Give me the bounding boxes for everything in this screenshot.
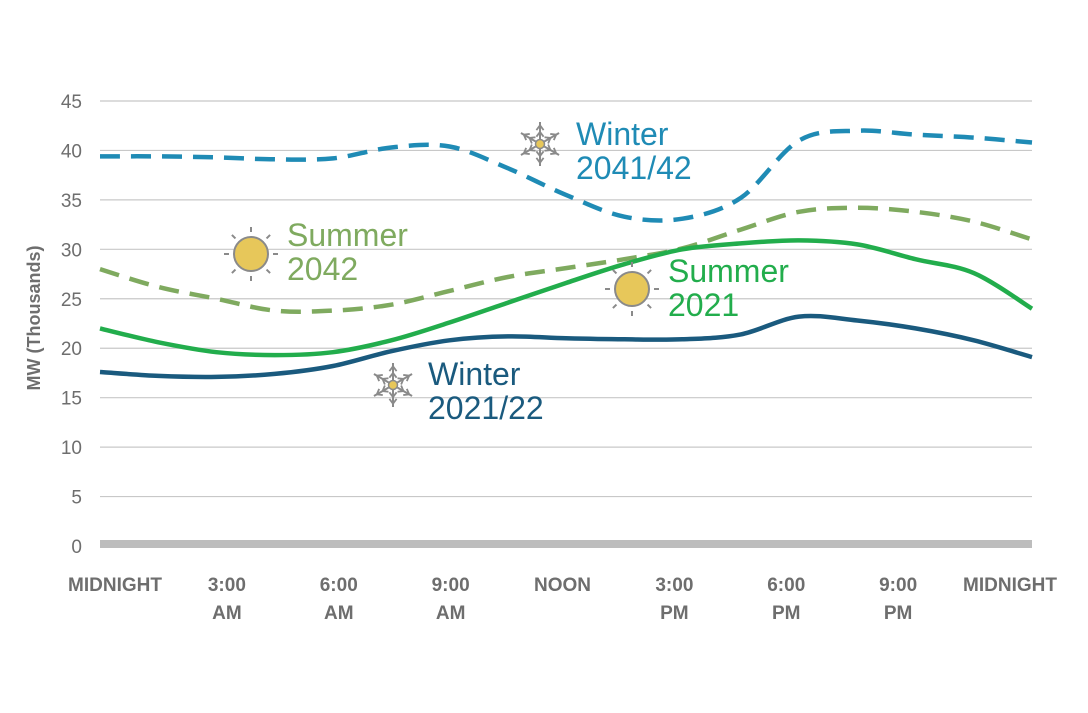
- series-line-winter-2041-42: [99, 128, 1033, 223]
- series-lines: [99, 128, 1034, 380]
- x-axis-baseline: [100, 540, 1032, 548]
- y-tick-label: 10: [61, 438, 82, 459]
- y-tick-label: 25: [61, 290, 82, 311]
- x-tick-label-line2: PM: [660, 603, 689, 624]
- x-tick-labels: MIDNIGHT 3:00 AM 6:00 AM 9:00 AM NOON 3:00 PM 6:00…: [68, 575, 1057, 624]
- sun-icon: [224, 227, 278, 281]
- x-tick-label: 9:00: [432, 575, 470, 596]
- x-tick-label: 9:00: [879, 575, 917, 596]
- y-tick-label: 15: [61, 389, 82, 410]
- x-tick-label-line2: PM: [772, 603, 801, 624]
- series-label-line: 2021: [668, 287, 739, 323]
- y-axis-label: MW (Thousands): [24, 246, 44, 391]
- y-tick-label: 0: [71, 537, 82, 558]
- zero-baseline: [100, 540, 1032, 548]
- x-tick-label-line2: AM: [324, 603, 354, 624]
- y-tick-label: 45: [61, 92, 82, 113]
- y-tick-labels: 0 5 10 15 20 25 30 35 40 45: [61, 92, 82, 558]
- x-tick-label: 3:00: [208, 575, 246, 596]
- x-tick-label: MIDNIGHT: [963, 575, 1057, 596]
- x-tick-label: NOON: [534, 575, 591, 596]
- x-tick-label: 6:00: [767, 575, 805, 596]
- sun-icon: [605, 262, 659, 316]
- series-label-line: Summer: [668, 253, 789, 289]
- series-line-summer-2042: [99, 205, 1033, 314]
- series-label-line: 2041/42: [576, 150, 692, 186]
- y-tick-label: 30: [61, 240, 82, 261]
- series-label-line: Winter: [576, 116, 669, 152]
- series-line-summer-2021: [99, 238, 1034, 358]
- x-tick-label: 3:00: [655, 575, 693, 596]
- y-tick-label: 35: [61, 191, 82, 212]
- series-label-line: Summer: [287, 217, 408, 253]
- series-label-line: Winter: [428, 356, 521, 392]
- x-tick-label-line2: AM: [212, 603, 242, 624]
- snowflake-icon: [373, 363, 413, 407]
- snowflake-icon: [520, 122, 560, 166]
- x-tick-label: 6:00: [320, 575, 358, 596]
- x-tick-label-line2: AM: [436, 603, 466, 624]
- series-label-line: 2042: [287, 251, 358, 287]
- x-tick-label-line2: PM: [884, 603, 913, 624]
- x-tick-label: MIDNIGHT: [68, 575, 162, 596]
- y-tick-label: 5: [71, 488, 82, 509]
- y-tick-label: 40: [61, 141, 82, 162]
- series-line-winter-2021-22: [99, 313, 1033, 380]
- series-label-line: 2021/22: [428, 390, 544, 426]
- y-tick-label: 20: [61, 339, 82, 360]
